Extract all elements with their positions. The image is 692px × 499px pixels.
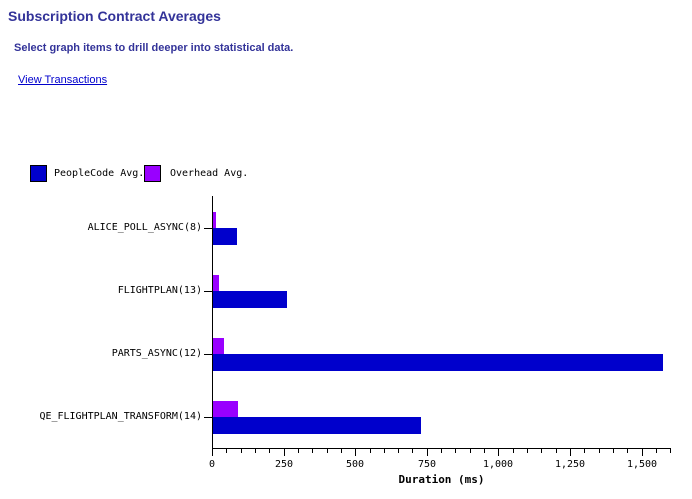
y-axis-line (212, 196, 213, 449)
x-axis-tick-label: 500 (345, 459, 365, 470)
x-axis-minor-tick (370, 448, 371, 453)
x-axis-major-tick (498, 448, 499, 456)
category-tick (204, 228, 212, 229)
x-axis-major-tick (427, 448, 428, 456)
x-axis-minor-tick (327, 448, 328, 453)
category-tick (204, 417, 212, 418)
x-axis-major-tick (284, 448, 285, 456)
x-axis-tick-label: 0 (208, 459, 216, 470)
bar-overhead-avg[interactable] (213, 275, 219, 291)
x-axis-minor-tick (226, 448, 227, 453)
x-axis-minor-tick (541, 448, 542, 453)
x-axis-minor-tick (298, 448, 299, 453)
x-axis-tick-label: 1,500 (626, 459, 658, 470)
page-subtitle: Select graph items to drill deeper into … (14, 42, 294, 54)
page-title: Subscription Contract Averages (8, 8, 221, 24)
x-axis-minor-tick (441, 448, 442, 453)
legend-label-overhead-avg: Overhead Avg. (170, 168, 249, 179)
x-axis-minor-tick (670, 448, 671, 453)
x-axis-minor-tick (470, 448, 471, 453)
bar-overhead-avg[interactable] (213, 338, 224, 354)
x-axis-minor-tick (412, 448, 413, 453)
x-axis-minor-tick (484, 448, 485, 453)
x-axis-minor-tick (455, 448, 456, 453)
x-axis-minor-tick (513, 448, 514, 453)
x-axis-minor-tick (527, 448, 528, 453)
x-axis-major-tick (642, 448, 643, 456)
legend-swatch-peoplecode-avg (30, 165, 47, 182)
category-label: ALICE_POLL_ASYNC(8) (87, 222, 202, 233)
bar-peoplecode-avg[interactable] (213, 228, 237, 245)
legend-swatch-overhead-avg (144, 165, 161, 182)
x-axis-tick-label: 1,000 (482, 459, 514, 470)
x-axis-minor-tick (556, 448, 557, 453)
x-axis-major-tick (570, 448, 571, 456)
bar-peoplecode-avg[interactable] (213, 291, 287, 308)
category-label: QE_FLIGHTPLAN_TRANSFORM(14) (39, 411, 202, 422)
x-axis-minor-tick (241, 448, 242, 453)
x-axis-title: Duration (ms) (398, 473, 485, 486)
legend-label-peoplecode-avg: PeopleCode Avg. (54, 168, 145, 179)
x-axis-minor-tick (599, 448, 600, 453)
category-label: PARTS_ASYNC(12) (111, 348, 202, 359)
x-axis-tick-label: 1,250 (554, 459, 586, 470)
x-axis-tick-label: 750 (417, 459, 437, 470)
x-axis-minor-tick (584, 448, 585, 453)
category-tick (204, 354, 212, 355)
x-axis-minor-tick (398, 448, 399, 453)
x-axis-minor-tick (255, 448, 256, 453)
bar-overhead-avg[interactable] (213, 212, 216, 228)
bar-peoplecode-avg[interactable] (213, 354, 663, 371)
x-axis-minor-tick (269, 448, 270, 453)
x-axis-minor-tick (656, 448, 657, 453)
bar-peoplecode-avg[interactable] (213, 417, 421, 434)
x-axis-minor-tick (384, 448, 385, 453)
bar-overhead-avg[interactable] (213, 401, 238, 417)
category-tick (204, 291, 212, 292)
x-axis-major-tick (212, 448, 213, 456)
x-axis-minor-tick (613, 448, 614, 453)
x-axis-minor-tick (627, 448, 628, 453)
x-axis-tick-label: 250 (274, 459, 294, 470)
category-label: FLIGHTPLAN(13) (117, 285, 202, 296)
x-axis-major-tick (355, 448, 356, 456)
x-axis-minor-tick (312, 448, 313, 453)
x-axis-minor-tick (341, 448, 342, 453)
view-transactions-link[interactable]: View Transactions (18, 74, 108, 86)
